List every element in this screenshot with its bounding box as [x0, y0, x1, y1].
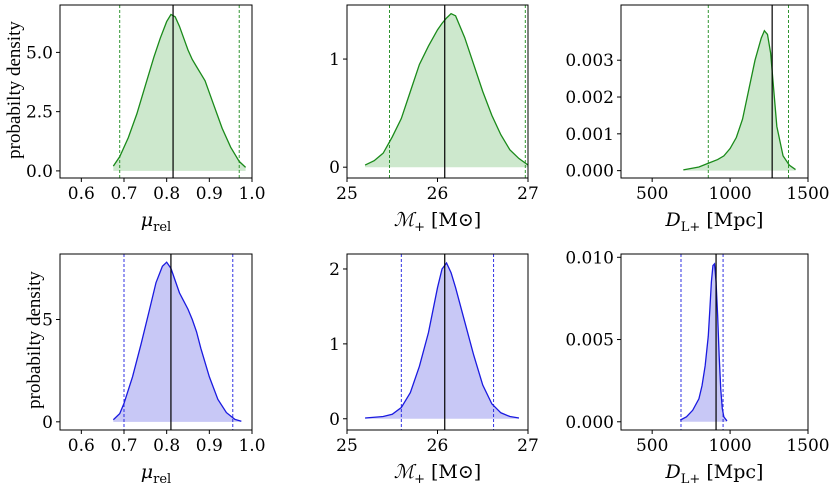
- y-tick-label: 1: [329, 335, 340, 355]
- density-fill: [365, 13, 528, 168]
- x-tick-label: 1000: [708, 436, 751, 456]
- x-axis-label: μrel: [141, 209, 171, 235]
- y-tick-label: 2.5: [26, 103, 53, 123]
- density-curve: [683, 29, 796, 171]
- x-tick-label: 1.0: [238, 184, 265, 204]
- y-tick-label: 0: [329, 158, 340, 178]
- x-tick-label: 0.6: [68, 436, 95, 456]
- x-tick-label: 0.8: [153, 436, 180, 456]
- y-tick-label: 5.0: [26, 43, 53, 63]
- x-tick-label: 25: [336, 184, 358, 204]
- plot-frame: [620, 253, 809, 431]
- x-tick-label: 27: [517, 436, 539, 456]
- y-tick-label: 0.005: [565, 331, 614, 351]
- y-tick-label: 0.0: [26, 162, 53, 182]
- x-axis-label: μrel: [141, 461, 171, 484]
- panel-0-0: 0.6 0.7 0.8 0.9 1.0 0.0 2.5 5.0 μrel: [26, 4, 266, 235]
- panel-0-1: 25 26 27 0 1 ℳ+ [M⊙]: [329, 4, 539, 235]
- plot-frame: [59, 4, 253, 179]
- density-curve: [364, 12, 529, 166]
- x-tick-label: 0.6: [68, 184, 95, 204]
- density-fill: [683, 30, 796, 171]
- y-tick-label: 0.010: [565, 248, 614, 268]
- panel-0-2: 500 1000 1500 0.000 0.001 0.002 0.003 DL+ [Mpc]: [565, 4, 830, 235]
- x-axis-label: ℳ+ [M⊙]: [394, 461, 481, 484]
- y-axis-label-top: probabilty density: [4, 21, 25, 159]
- x-tick-label: 500: [636, 184, 668, 204]
- y-tick-label: 0.000: [565, 162, 614, 182]
- y-tick-label: 0.003: [565, 51, 614, 71]
- x-tick-label: 0.8: [153, 184, 180, 204]
- y-tick-label: 2: [329, 260, 340, 280]
- panel-1-1: 25 26 27 0 1 2 ℳ+ [M⊙]: [329, 253, 539, 484]
- y-tick-label: 1: [329, 50, 340, 70]
- x-tick-label: 25: [336, 436, 358, 456]
- x-tick-label: 500: [636, 436, 668, 456]
- density-curve: [112, 13, 247, 168]
- plot-frame: [620, 4, 809, 179]
- x-tick-label: 26: [427, 184, 449, 204]
- y-tick-label: 0.000: [565, 413, 614, 433]
- y-tick-label: 0.001: [565, 125, 614, 145]
- x-tick-label: 27: [517, 184, 539, 204]
- y-axis-label-bottom: probabilty density: [24, 271, 45, 409]
- y-tick-label: 0: [329, 410, 340, 430]
- x-axis-label: ℳ+ [M⊙]: [394, 209, 481, 235]
- x-tick-label: 1500: [786, 184, 829, 204]
- density-fill: [680, 263, 727, 422]
- y-tick-label: 5: [42, 310, 53, 330]
- x-tick-label: 0.9: [196, 436, 223, 456]
- y-tick-label: 0: [42, 413, 53, 433]
- x-tick-label: 1500: [786, 436, 829, 456]
- density-fill: [113, 14, 246, 171]
- x-axis-label: DL+ [Mpc]: [665, 209, 764, 235]
- density-curve: [679, 262, 728, 422]
- x-tick-label: 1000: [708, 184, 751, 204]
- density-curve: [112, 261, 242, 422]
- plot-frame: [59, 253, 253, 431]
- panel-1-0: 0.6 0.7 0.8 0.9 1.0 0 5 μrel: [42, 253, 266, 484]
- x-tick-label: 26: [427, 436, 449, 456]
- density-fill: [365, 262, 519, 419]
- y-tick-label: 0.002: [565, 88, 614, 108]
- x-tick-label: 0.9: [196, 184, 223, 204]
- x-tick-label: 1.0: [238, 436, 265, 456]
- density-curve: [365, 261, 520, 419]
- panel-1-2: 500 1000 1500 0.000 0.005 0.010 DL+ [Mpc]: [565, 248, 829, 484]
- x-tick-label: 0.7: [110, 184, 137, 204]
- x-axis-label: DL+ [Mpc]: [665, 461, 764, 484]
- density-fill: [113, 262, 242, 422]
- x-tick-label: 0.7: [110, 436, 137, 456]
